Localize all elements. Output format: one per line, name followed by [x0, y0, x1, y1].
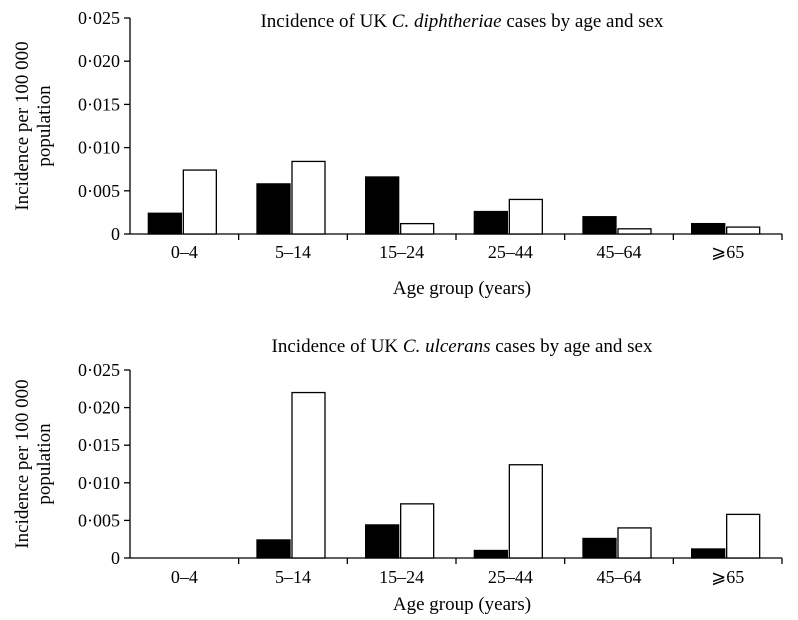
bar-series-2 — [726, 226, 761, 235]
bar-series-1 — [256, 183, 291, 235]
chart-2: Incidence of UK C. ulcerans cases by age… — [12, 336, 783, 615]
x-axis-label: Age group (years) — [393, 594, 531, 615]
y-tick-label: 0·020 — [78, 51, 120, 71]
chart-title: Incidence of UK C. ulcerans cases by age… — [272, 336, 653, 357]
bar-series-2 — [508, 464, 543, 559]
bar-series-1 — [691, 222, 726, 235]
bar-series-1 — [582, 216, 617, 235]
x-tick-label: 45–64 — [597, 242, 642, 262]
bar-series-2 — [400, 222, 435, 235]
y-axis-label-line-1: Incidence per 100 000 — [12, 379, 33, 548]
x-tick-label: ⩾65 — [711, 567, 744, 587]
x-tick-label: ⩾65 — [711, 242, 744, 262]
y-tick-label: 0·010 — [78, 473, 120, 493]
y-axis-label-line-1: Incidence per 100 000 — [12, 41, 33, 210]
x-tick-label: 25–44 — [488, 242, 533, 262]
y-tick-label: 0·020 — [78, 398, 120, 418]
bar-series-1 — [147, 212, 182, 235]
bar-series-2 — [291, 160, 326, 235]
x-tick-label: 15–24 — [379, 242, 424, 262]
chart-title-species: C. ulcerans — [403, 336, 491, 357]
chart-1: Incidence of UK C. diphtheriae cases by … — [12, 8, 783, 299]
y-tick-label: 0·025 — [78, 8, 120, 28]
y-axis-label-line-2: population — [34, 423, 55, 505]
bar-series-2 — [726, 513, 761, 559]
y-tick-label: 0·010 — [78, 138, 120, 158]
bar-series-1 — [691, 548, 726, 559]
x-tick-label: 15–24 — [379, 567, 424, 587]
chart-title: Incidence of UK C. diphtheriae cases by … — [260, 11, 664, 32]
bar-series-2 — [617, 527, 652, 559]
x-tick-label: 5–14 — [275, 567, 311, 587]
bar-series-1 — [582, 537, 617, 559]
chart-title-prefix: Incidence of UK — [272, 336, 403, 357]
y-tick-label: 0 — [111, 224, 120, 244]
y-tick-label: 0·005 — [78, 181, 120, 201]
y-tick-label: 0·005 — [78, 510, 120, 530]
y-axis-label-line-2: population — [34, 85, 55, 167]
chart-title-prefix: Incidence of UK — [260, 11, 391, 32]
x-tick-label: 25–44 — [488, 567, 533, 587]
bar-series-1 — [473, 210, 508, 235]
x-tick-label: 0–4 — [171, 567, 198, 587]
bar-series-1 — [365, 176, 400, 235]
bar-series-2 — [508, 198, 543, 235]
chart-title-species: C. diphtheriae — [392, 11, 502, 32]
y-tick-label: 0·025 — [78, 360, 120, 380]
bar-series-2 — [291, 391, 326, 559]
bar-series-1 — [256, 539, 291, 559]
x-tick-label: 5–14 — [275, 242, 311, 262]
bar-series-2 — [400, 503, 435, 559]
bar-series-2 — [182, 169, 217, 235]
chart-title-suffix: cases by age and sex — [491, 336, 653, 357]
x-tick-label: 0–4 — [171, 242, 198, 262]
bar-series-1 — [473, 549, 508, 559]
y-tick-label: 0·015 — [78, 435, 120, 455]
x-axis-label: Age group (years) — [393, 278, 531, 299]
y-tick-label: 0 — [111, 548, 120, 568]
x-tick-label: 45–64 — [597, 567, 642, 587]
chart-title-suffix: cases by age and sex — [502, 11, 664, 32]
bar-series-1 — [365, 524, 400, 559]
y-tick-label: 0·015 — [78, 94, 120, 114]
bar-series-2 — [617, 228, 652, 235]
